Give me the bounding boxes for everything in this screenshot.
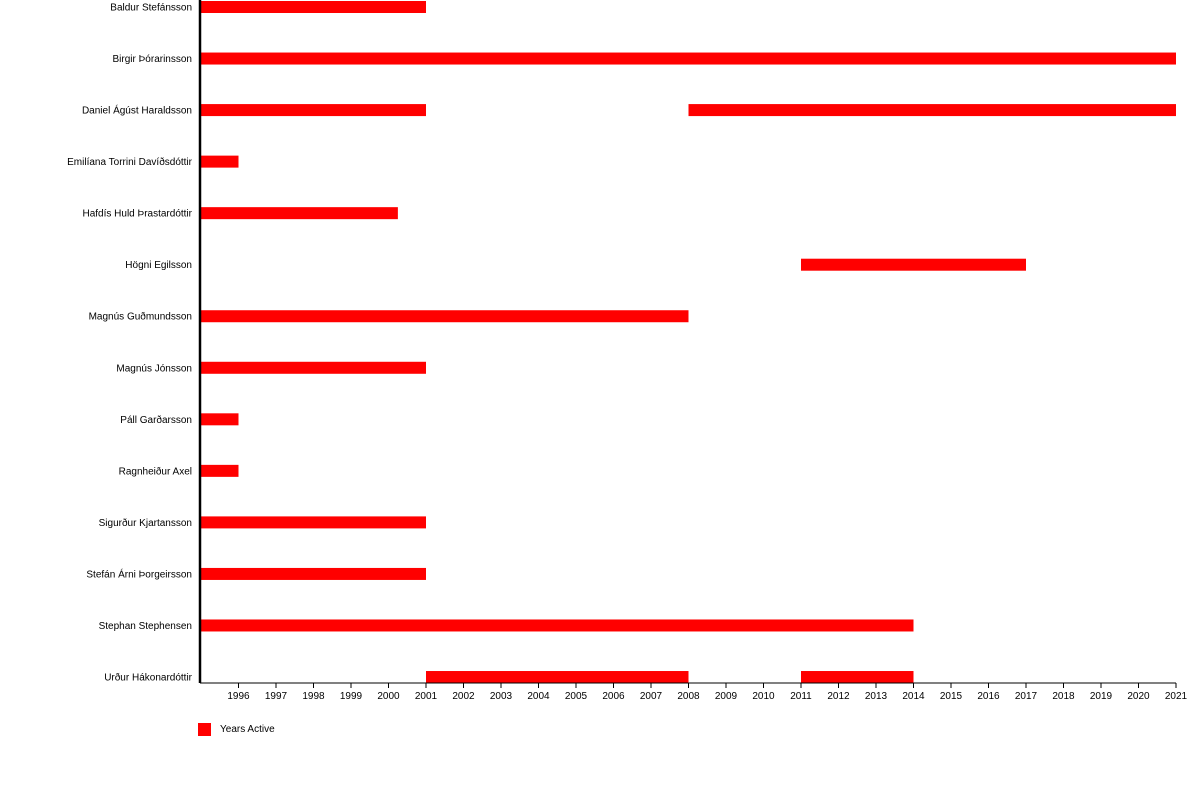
x-tick-label: 2008: [677, 691, 700, 702]
bar-group: [201, 1, 1176, 684]
legend: Years Active: [198, 723, 275, 736]
x-tick-label: 2017: [1015, 691, 1038, 702]
category-label: Stefán Árni Þorgeirsson: [86, 567, 192, 580]
x-tick-label: 2019: [1090, 691, 1113, 702]
x-tick-label: 2001: [415, 691, 438, 702]
timeline-bar: [201, 361, 426, 374]
x-tick-label: 2006: [602, 691, 625, 702]
category-label: Sigurður Kjartansson: [99, 517, 192, 529]
x-axis-ticks: 1996 1997 1998 1999 2000 2001 2002 2003 2004 2005…: [227, 683, 1188, 702]
timeline-bar: [426, 671, 689, 684]
x-tick-label: 2015: [940, 691, 963, 702]
x-tick-label: 2014: [902, 691, 925, 702]
x-tick-label: 2011: [790, 691, 812, 702]
legend-swatch: [198, 723, 211, 736]
timeline-bar: [201, 619, 914, 632]
category-labels: Baldur Stefánsson Birgir Þórarinsson Danie…: [67, 3, 193, 684]
category-label: Magnús Jónsson: [116, 363, 192, 374]
timeline-bar: [201, 104, 426, 117]
x-tick-label: 2016: [977, 691, 1000, 702]
x-tick-label: 2009: [715, 691, 738, 702]
x-tick-label: 2021: [1165, 691, 1188, 702]
x-tick-label: 2012: [827, 691, 850, 702]
timeline-bar: [688, 104, 1176, 117]
timeline-bar: [201, 207, 398, 220]
x-tick-label: 2010: [752, 691, 775, 702]
timeline-bar: [801, 671, 914, 684]
category-label: Páll Garðarsson: [120, 414, 192, 426]
x-tick-label: 1996: [227, 691, 250, 702]
timeline-bar: [201, 516, 426, 529]
x-tick-label: 1999: [340, 691, 363, 702]
x-tick-label: 2000: [377, 691, 400, 702]
x-tick-label: 1997: [265, 691, 288, 702]
category-label: Daniel Ágúst Haraldsson: [82, 104, 192, 117]
timeline-bar: [201, 413, 239, 426]
timeline-bar: [201, 464, 239, 477]
category-label: Magnús Guðmundsson: [89, 311, 192, 323]
x-tick-label: 2007: [640, 691, 663, 702]
x-tick-label: 2013: [865, 691, 888, 702]
x-tick-label: 2002: [452, 691, 475, 702]
category-label: Stephan Stephensen: [99, 621, 192, 632]
category-label: Högni Egilsson: [125, 260, 192, 271]
x-tick-label: 2018: [1052, 691, 1075, 702]
category-label: Urður Hákonardóttir: [104, 672, 192, 684]
x-tick-label: 2020: [1127, 691, 1150, 702]
x-tick-label: 2004: [527, 691, 550, 702]
timeline-bar: [201, 52, 1176, 65]
legend-label: Years Active: [220, 724, 275, 735]
category-label: Hafdís Huld Þrastardóttir: [83, 209, 193, 220]
x-tick-label: 2005: [565, 691, 588, 702]
category-label: Emilíana Torrini Davíðsdóttir: [67, 156, 193, 168]
category-label: Baldur Stefánsson: [110, 3, 192, 14]
timeline-bar: [201, 310, 689, 323]
timeline-bar: [201, 1, 426, 13]
x-tick-label: 2003: [490, 691, 513, 702]
timeline-bar: [201, 155, 239, 168]
category-label: Ragnheiður Axel: [119, 465, 192, 477]
timeline-bar: [201, 567, 426, 580]
category-label: Birgir Þórarinsson: [113, 54, 192, 65]
x-tick-label: 1998: [302, 691, 325, 702]
timeline-bar: [801, 258, 1026, 271]
